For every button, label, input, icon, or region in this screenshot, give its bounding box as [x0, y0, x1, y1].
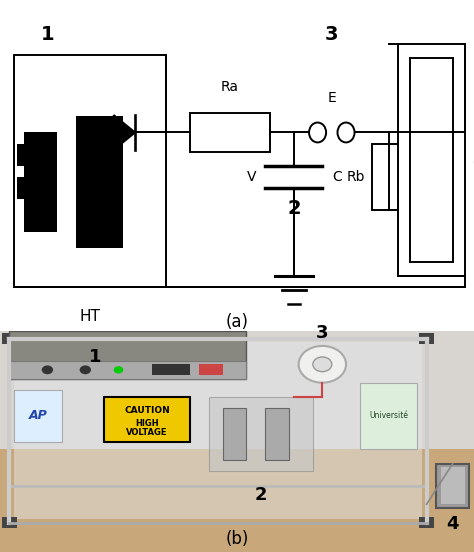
- Bar: [14, 342, 422, 519]
- Text: 1: 1: [89, 348, 101, 366]
- Bar: [441, 468, 465, 504]
- Bar: [17, 177, 31, 199]
- Bar: [190, 113, 270, 152]
- Circle shape: [299, 346, 346, 383]
- Bar: [436, 464, 469, 508]
- Text: Université: Université: [369, 411, 408, 420]
- Bar: [265, 408, 289, 460]
- Bar: [76, 116, 123, 248]
- Circle shape: [337, 123, 355, 142]
- Text: VOLTAGE: VOLTAGE: [126, 428, 168, 437]
- Bar: [9, 331, 246, 379]
- Bar: [104, 397, 190, 442]
- Circle shape: [80, 365, 91, 374]
- Bar: [0, 449, 474, 552]
- Text: HIGH: HIGH: [135, 419, 159, 428]
- Text: C: C: [332, 169, 342, 184]
- Text: (a): (a): [226, 313, 248, 331]
- Text: 4: 4: [472, 151, 474, 169]
- Bar: [9, 360, 246, 379]
- Bar: [360, 383, 417, 449]
- Bar: [398, 44, 465, 276]
- Bar: [2, 333, 17, 344]
- Bar: [14, 390, 62, 442]
- Text: 3: 3: [316, 324, 328, 342]
- Text: CAUTION: CAUTION: [124, 406, 170, 415]
- Bar: [24, 132, 57, 232]
- Circle shape: [309, 123, 326, 142]
- Text: 2: 2: [255, 486, 267, 504]
- Circle shape: [114, 366, 123, 374]
- Text: HT: HT: [80, 309, 100, 324]
- Text: (b): (b): [225, 530, 249, 548]
- Text: 3: 3: [325, 25, 338, 44]
- Bar: [410, 58, 453, 262]
- Text: 1: 1: [41, 25, 54, 44]
- Bar: [419, 517, 434, 528]
- Circle shape: [42, 365, 53, 374]
- Bar: [209, 397, 313, 471]
- Polygon shape: [114, 115, 135, 150]
- Text: Ra: Ra: [221, 80, 239, 94]
- Bar: [2, 517, 17, 528]
- Bar: [17, 144, 31, 166]
- Text: V: V: [246, 169, 256, 184]
- Bar: [199, 364, 223, 375]
- Bar: [0, 331, 474, 460]
- Text: 4: 4: [447, 515, 459, 533]
- Bar: [223, 408, 246, 460]
- Bar: [14, 55, 166, 287]
- Circle shape: [313, 357, 332, 371]
- Text: 2: 2: [287, 199, 301, 217]
- Bar: [152, 364, 190, 375]
- Bar: [372, 144, 405, 210]
- Text: E: E: [328, 91, 336, 105]
- Text: Rb: Rb: [346, 169, 365, 184]
- Bar: [419, 333, 434, 344]
- Text: AP: AP: [28, 410, 47, 422]
